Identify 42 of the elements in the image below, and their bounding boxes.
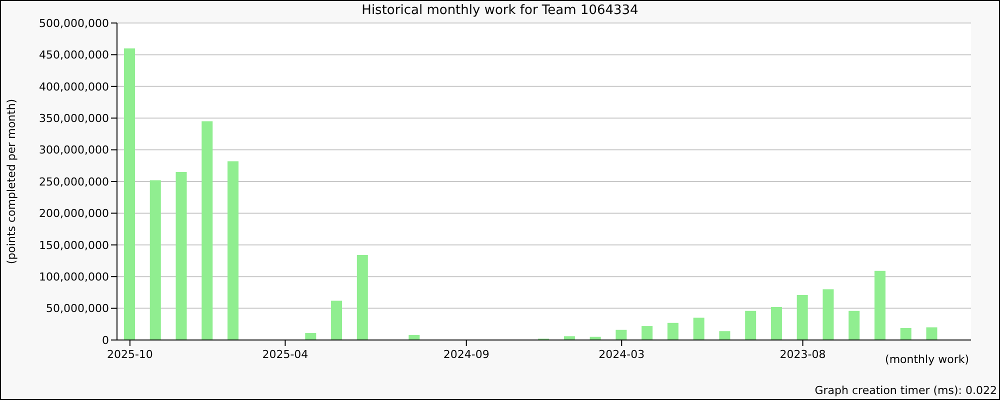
y-tick-label: 250,000,000 bbox=[39, 175, 109, 188]
bar bbox=[667, 322, 678, 340]
y-tick-label: 200,000,000 bbox=[39, 207, 109, 220]
x-axis-title: (monthly work) bbox=[885, 353, 969, 366]
bar bbox=[796, 294, 808, 340]
y-axis-title: (points completed per month) bbox=[4, 98, 18, 264]
x-tick-label: 2024-09 bbox=[443, 348, 490, 361]
y-tick-label: 50,000,000 bbox=[46, 302, 109, 316]
bar bbox=[150, 180, 161, 340]
bar bbox=[331, 300, 342, 340]
bar bbox=[228, 161, 239, 340]
bar bbox=[926, 327, 938, 340]
bar bbox=[124, 48, 135, 340]
bar bbox=[693, 318, 704, 340]
bar bbox=[874, 270, 886, 340]
bar bbox=[305, 333, 316, 340]
bar bbox=[848, 310, 860, 340]
bar bbox=[900, 328, 912, 340]
y-tick-label: 450,000,000 bbox=[39, 48, 109, 62]
y-tick-label: 300,000,000 bbox=[39, 144, 109, 157]
bar bbox=[564, 336, 575, 340]
x-tick-label: 2025-10 bbox=[106, 348, 153, 361]
text: Graph creation timer (ms): 0.022 bbox=[814, 384, 997, 397]
bar bbox=[770, 307, 782, 340]
y-tick-label: 150,000,000 bbox=[39, 238, 109, 252]
chart-title: Historical monthly work for Team 1064334 bbox=[360, 3, 640, 18]
y-tick-label: 400,000,000 bbox=[39, 80, 109, 94]
bar bbox=[176, 172, 187, 340]
bar bbox=[822, 289, 834, 340]
bar bbox=[745, 310, 756, 340]
bar bbox=[202, 121, 213, 340]
y-tick-label: 500,000,000 bbox=[39, 16, 109, 30]
bar bbox=[356, 255, 368, 340]
x-tick-label: 2025-04 bbox=[262, 348, 308, 361]
x-tick-label: 2024-03 bbox=[598, 348, 645, 361]
bar bbox=[719, 331, 730, 340]
bar bbox=[616, 330, 627, 340]
x-tick-label: 2023-08 bbox=[780, 348, 826, 361]
y-tick-label: 100,000,000 bbox=[39, 270, 109, 284]
y-tick-label: 0 bbox=[102, 334, 109, 347]
bar bbox=[642, 326, 653, 340]
y-tick-label: 350,000,000 bbox=[39, 112, 109, 126]
